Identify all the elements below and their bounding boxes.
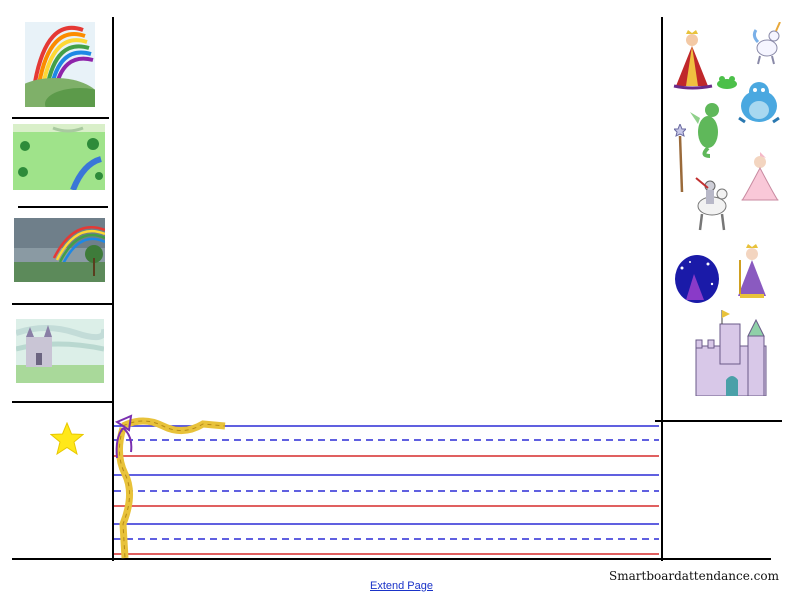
star-icon[interactable] (49, 421, 85, 461)
bottom-rule (12, 558, 771, 560)
castle-clipart[interactable] (692, 310, 770, 401)
left-separator-1 (12, 117, 109, 119)
frog-clipart[interactable] (715, 74, 739, 95)
unicorn-clipart[interactable] (750, 21, 784, 71)
braid-ribbon-corner (113, 414, 231, 565)
left-divider (112, 17, 114, 561)
right-separator (655, 420, 782, 422)
left-separator-3 (12, 303, 112, 305)
left-separator-4 (12, 401, 112, 403)
princess-clipart[interactable] (738, 152, 782, 207)
rainbow-hills-image[interactable] (25, 22, 95, 107)
green-dragon-clipart[interactable] (690, 98, 726, 163)
knight-horse-clipart[interactable] (692, 172, 732, 237)
blue-dragon-clipart[interactable] (735, 78, 783, 131)
left-separator-2 (18, 206, 108, 208)
right-divider (661, 17, 663, 561)
magic-wand-clipart[interactable] (672, 122, 688, 197)
extend-page-link[interactable]: Extend Page (370, 580, 433, 592)
site-watermark: Smartboardattendance.com (609, 569, 779, 583)
rainbow-tree-image[interactable] (14, 218, 105, 282)
queen-clipart[interactable] (670, 30, 714, 95)
castle-landscape-image[interactable] (16, 319, 104, 383)
king-clipart[interactable] (734, 244, 770, 305)
night-sky-clipart[interactable] (674, 254, 720, 309)
meadow-map-image[interactable] (13, 124, 105, 190)
